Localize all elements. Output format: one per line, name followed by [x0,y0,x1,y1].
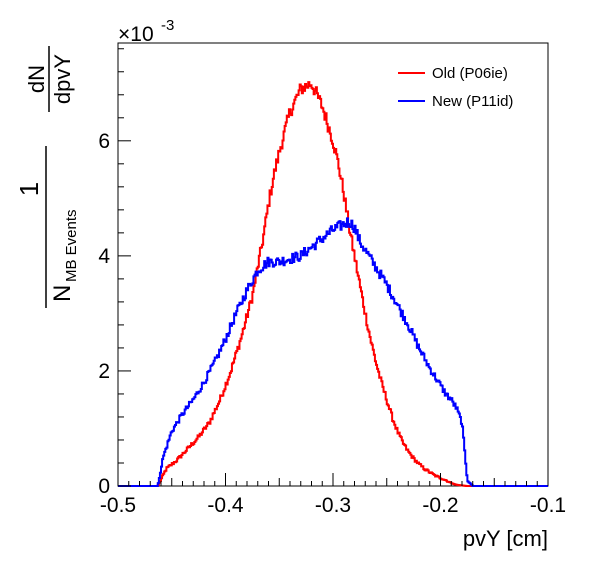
x-tick-label: -0.5 [100,494,136,517]
x-axis-ticks [117,473,549,486]
x-tick-labels: -0.5 -0.4 -0.3 -0.2 -0.1 [100,494,566,517]
y-tick-label: 4 [98,245,110,268]
legend: Old (P06ie) New (P11id) [398,65,513,110]
x-tick-label: -0.4 [207,494,244,517]
y-tick-labels: 0 2 4 6 [98,130,110,498]
y-title-n-subscript: MB Events [63,209,80,282]
y-axis-ticks [118,48,131,487]
y-tick-label: 0 [98,475,110,498]
y-tick-label: 6 [98,130,110,153]
legend-label-old: Old (P06ie) [432,65,508,82]
y-scale-exponent: -3 [161,17,174,34]
x-tick-label: -0.2 [422,494,458,517]
y-title-n: N [49,285,76,302]
x-axis-title: pvY [cm] [463,526,548,551]
series-old-line [118,81,548,487]
y-tick-label: 2 [98,360,110,383]
legend-label-new: New (P11id) [432,93,513,110]
y-title-dpvy: dpvY [50,54,75,104]
y-title-dn: dN [24,65,49,93]
series-new-line [118,217,548,487]
y-scale-base: ×10 [118,23,154,46]
y-title-one: 1 [14,182,44,196]
x-tick-label: -0.1 [530,494,566,517]
x-tick-label: -0.3 [315,494,351,517]
y-axis-title: 1 N MB Events dN dpvY [14,46,80,308]
